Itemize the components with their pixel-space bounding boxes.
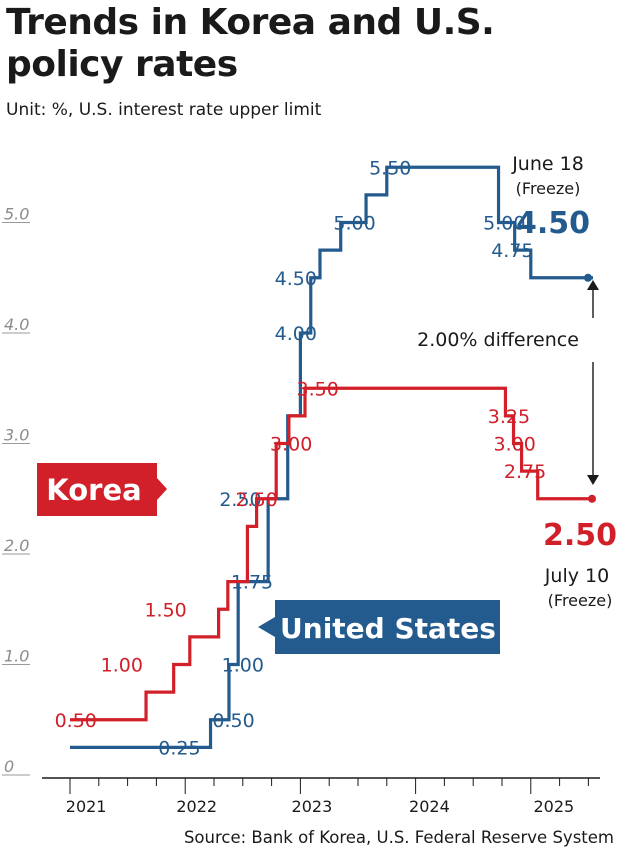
difference-label: 2.00% difference <box>417 329 579 351</box>
difference-arrowhead-up <box>587 280 599 290</box>
korea-freeze-label: (Freeze) <box>548 591 613 610</box>
chart-subtitle: Unit: %, U.S. interest rate upper limit <box>6 100 322 120</box>
us-rate-line <box>70 165 593 749</box>
us-tag-label: United States <box>280 612 496 645</box>
korea-value-label: 2.50 <box>235 489 277 511</box>
us-value-label: 0.50 <box>212 710 254 732</box>
korea-value-label: 1.50 <box>144 599 186 621</box>
x-tick-label: 2021 <box>66 797 107 816</box>
korea-value-label: 3.00 <box>270 434 312 456</box>
korea-value-label: 0.50 <box>55 710 97 732</box>
us-value-label: 4.50 <box>275 268 317 290</box>
x-tick-label: 2024 <box>409 797 450 816</box>
difference-arrowhead-down <box>587 475 599 485</box>
us-value-label: 2.50 <box>219 489 261 511</box>
korea-end-dot <box>588 494 596 503</box>
us-current-rate: 4.50 <box>516 206 590 241</box>
korea-value-label: 3.50 <box>297 378 339 400</box>
source-note: Source: Bank of Korea, U.S. Federal Rese… <box>183 828 614 847</box>
korea-tag-label: Korea <box>46 473 141 507</box>
korea-tag-box <box>37 463 167 516</box>
x-tick-label: 2025 <box>533 797 574 816</box>
us-value-label: 5.50 <box>369 157 411 179</box>
y-tick-label: 0 <box>4 757 14 776</box>
y-tick-label: 2.0 <box>4 536 29 555</box>
x-tick-label: 2022 <box>176 797 217 816</box>
us-value-label: 5.00 <box>333 213 375 235</box>
us-value-label: 4.00 <box>275 323 317 345</box>
x-tick-label: 2023 <box>292 797 333 816</box>
korea-current-rate: 2.50 <box>543 518 617 553</box>
y-tick-label: 4.0 <box>4 315 29 334</box>
korea-date-label: July 10 <box>544 565 609 587</box>
us-value-label: 1.75 <box>231 572 273 594</box>
us-value-label: 1.00 <box>222 655 264 677</box>
korea-rate-line <box>70 386 593 722</box>
y-tick-label: 1.0 <box>4 647 29 666</box>
korea-value-label: 3.25 <box>488 406 530 428</box>
y-tick-label: 5.0 <box>4 205 29 224</box>
us-tag-box <box>258 600 500 654</box>
korea-value-label: 1.00 <box>101 655 143 677</box>
us-end-dot <box>584 273 592 282</box>
korea-value-label: 3.00 <box>494 434 536 456</box>
us-value-label: 4.75 <box>491 240 533 262</box>
us-freeze-label: (Freeze) <box>516 179 581 198</box>
us-value-label: 5.00 <box>483 213 525 235</box>
us-date-label: June 18 <box>511 153 584 175</box>
chart-title: Trends in Korea and U.S. policy rates <box>6 2 495 85</box>
korea-value-label: 2.75 <box>504 461 546 483</box>
us-value-label: 0.25 <box>158 737 200 759</box>
y-tick-label: 3.0 <box>4 426 29 445</box>
